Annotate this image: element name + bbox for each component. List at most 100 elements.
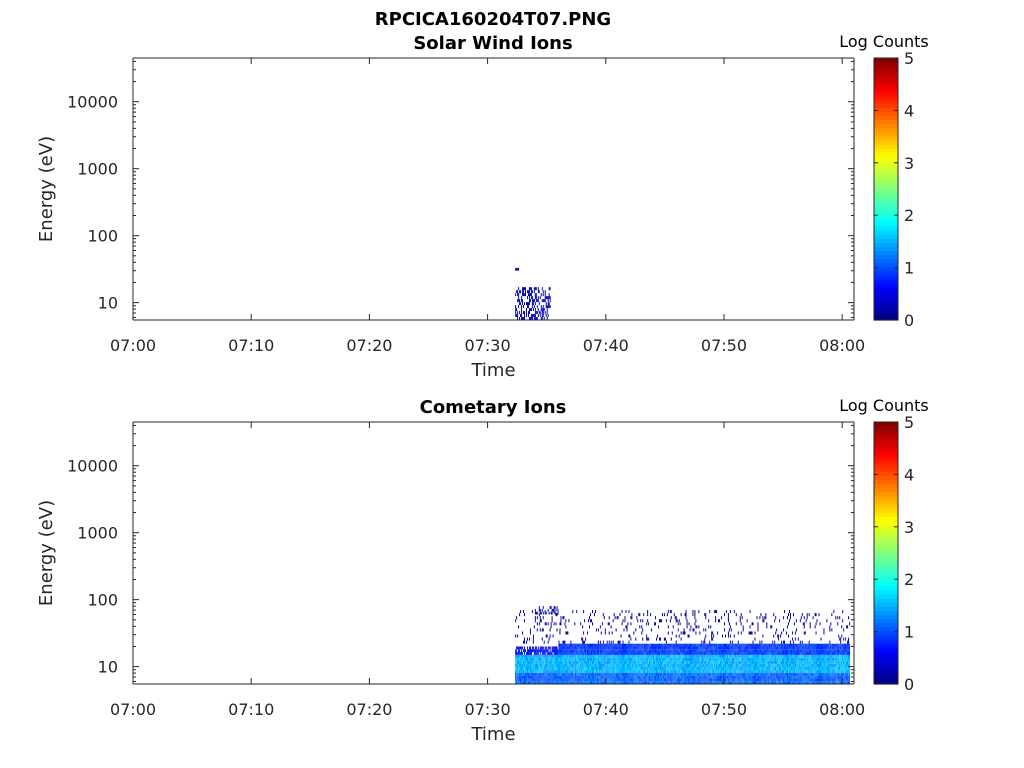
data-cell xyxy=(534,678,536,682)
data-cell xyxy=(650,649,652,653)
data-cell xyxy=(734,660,736,664)
data-cell xyxy=(607,657,609,661)
data-cell xyxy=(583,643,585,647)
data-cell xyxy=(626,657,628,661)
data-cell xyxy=(773,673,775,676)
data-cell xyxy=(849,657,851,661)
data-cell xyxy=(698,675,700,679)
data-cell xyxy=(536,654,538,658)
data-cell xyxy=(515,657,517,661)
data-cell xyxy=(733,667,735,671)
data-cell xyxy=(615,646,617,650)
data-cell xyxy=(603,660,605,664)
data-cell xyxy=(522,293,524,297)
data-cell xyxy=(837,660,839,664)
data-cell xyxy=(591,657,592,661)
data-cell xyxy=(812,652,814,655)
data-cell xyxy=(524,663,526,668)
data-cell xyxy=(581,670,583,674)
data-cell xyxy=(769,670,771,674)
data-cell xyxy=(818,675,820,679)
data-cell xyxy=(804,663,806,668)
data-cell xyxy=(601,660,603,664)
data-cell xyxy=(723,673,724,676)
data-cell xyxy=(674,663,676,668)
data-cell xyxy=(600,652,602,655)
data-cell xyxy=(535,670,537,674)
data-cell xyxy=(550,667,552,671)
data-cell xyxy=(531,314,533,318)
data-cell xyxy=(521,311,523,315)
data-cell xyxy=(565,652,567,655)
data-cell xyxy=(639,660,641,664)
data-cell xyxy=(633,681,635,684)
data-cell xyxy=(727,675,729,679)
data-cell xyxy=(641,652,643,655)
data-cell xyxy=(555,673,557,676)
data-cell xyxy=(770,678,772,682)
data-cell xyxy=(573,652,575,655)
data-cell xyxy=(772,646,774,650)
data-cell xyxy=(630,652,632,655)
data-cell xyxy=(520,678,522,682)
data-cell xyxy=(820,646,822,650)
data-cell xyxy=(559,663,561,668)
data-cell xyxy=(582,646,584,650)
data-cell xyxy=(820,681,822,684)
data-cell xyxy=(676,657,678,661)
data-cell xyxy=(526,654,528,658)
data-cell xyxy=(800,678,802,682)
data-cell xyxy=(716,649,718,653)
data-cell xyxy=(602,670,604,674)
data-cell xyxy=(654,646,656,650)
data-cell xyxy=(805,670,807,674)
data-cell xyxy=(703,660,705,664)
data-cell xyxy=(647,675,649,679)
data-cell xyxy=(755,670,757,674)
data-cell xyxy=(778,663,780,668)
data-cell xyxy=(749,663,751,668)
data-cell xyxy=(523,670,525,674)
data-cell xyxy=(586,643,588,647)
data-cell xyxy=(786,643,788,647)
data-cell xyxy=(711,663,713,668)
data-cell xyxy=(768,678,770,682)
data-cell xyxy=(704,649,706,653)
data-cell xyxy=(556,678,558,682)
data-cell xyxy=(679,649,681,653)
data-cell xyxy=(783,663,785,668)
data-cell xyxy=(561,678,563,682)
data-cell xyxy=(603,652,605,655)
data-cell xyxy=(723,667,724,671)
data-cell xyxy=(536,673,538,676)
data-cell xyxy=(544,660,546,664)
data-cell xyxy=(730,675,732,679)
data-cell xyxy=(787,646,788,650)
data-cell xyxy=(592,678,594,682)
data-cell xyxy=(754,667,756,671)
data-cell xyxy=(593,657,595,661)
data-cell xyxy=(641,681,643,684)
data-cell xyxy=(627,663,629,668)
data-cell xyxy=(809,654,811,658)
data-cell xyxy=(679,652,681,655)
data-cell xyxy=(691,646,693,650)
data-cell xyxy=(574,663,576,668)
data-cell xyxy=(695,673,697,676)
data-cell xyxy=(585,670,587,674)
data-cell xyxy=(621,643,623,647)
data-cell xyxy=(825,678,827,682)
data-cell xyxy=(540,667,542,671)
data-cell xyxy=(583,646,585,650)
data-cell xyxy=(733,649,735,653)
data-cell xyxy=(574,652,576,655)
data-cell xyxy=(613,652,615,655)
data-cell xyxy=(542,293,544,297)
data-cell xyxy=(622,660,624,664)
data-cell xyxy=(600,663,602,668)
data-cell xyxy=(569,667,571,671)
data-cell xyxy=(611,681,613,684)
data-cell xyxy=(642,660,644,664)
data-cell xyxy=(610,649,612,653)
data-cell xyxy=(590,678,592,682)
